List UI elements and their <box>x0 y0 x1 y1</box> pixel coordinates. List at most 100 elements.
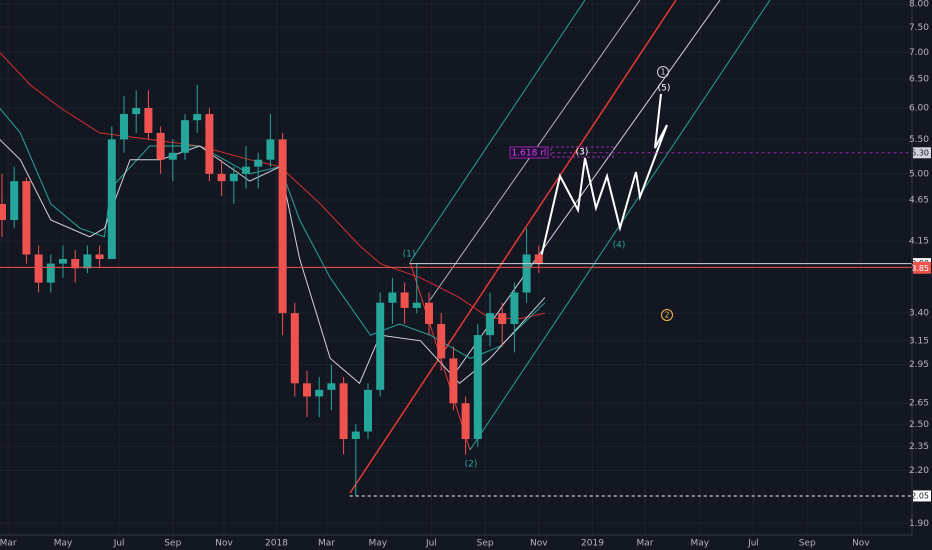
candle-body <box>217 173 226 182</box>
price-label: 5.30 <box>911 148 929 157</box>
moving-averages <box>0 51 546 385</box>
x-tick-label: May <box>691 539 710 549</box>
y-tick-label: 6.00 <box>909 103 929 113</box>
y-tick-label: 4.15 <box>909 237 929 247</box>
y-tick-label: 7.50 <box>909 23 929 33</box>
candle-body <box>95 254 104 260</box>
x-tick-label: Nov <box>215 539 233 549</box>
wave-label: (3) <box>576 148 589 158</box>
y-tick-label: 2.50 <box>909 420 929 430</box>
candle-body <box>498 313 507 324</box>
y-tick-label: 2.65 <box>909 399 929 409</box>
drawings <box>349 0 771 494</box>
moving-average <box>0 107 546 359</box>
candle-body <box>193 114 202 121</box>
candle-body <box>327 383 336 390</box>
price-label-box <box>913 262 931 274</box>
candle-body <box>522 254 531 293</box>
fib-label: 1.618 rl <box>512 149 547 159</box>
x-tick-label: May <box>368 539 387 549</box>
candles <box>0 84 543 496</box>
price-label-box <box>913 147 931 159</box>
y-tick-label: 1.90 <box>909 519 929 529</box>
y-tick-label: 5.50 <box>909 135 929 145</box>
wave-label: (5) <box>658 84 671 94</box>
x-tick-label: Mar <box>318 539 335 549</box>
candle-body <box>266 139 275 160</box>
candle-body <box>144 107 153 133</box>
candle-body <box>59 259 68 264</box>
candle-body <box>120 114 129 140</box>
wave-label: 1 <box>660 68 665 77</box>
wave-label: (2) <box>465 460 478 470</box>
price-label: 2.05 <box>911 491 929 500</box>
price-label: 3.85 <box>911 264 929 273</box>
candle-body <box>22 181 31 255</box>
candle-body <box>107 139 116 260</box>
pitchfork-median <box>349 0 677 494</box>
moving-average <box>0 139 546 385</box>
x-tick-label: May <box>54 539 73 549</box>
candle-body <box>156 132 165 160</box>
pitchfork-inner-lower <box>449 0 721 381</box>
candle-body <box>400 292 409 308</box>
y-tick-label: 3.40 <box>909 309 929 319</box>
candle-body <box>437 323 446 359</box>
wave-label: 2 <box>664 311 669 320</box>
candle-body <box>46 263 55 283</box>
x-tick-label: Sep <box>799 539 816 549</box>
wave-projection <box>539 93 668 263</box>
candle-body <box>351 431 360 440</box>
candle-body <box>229 173 238 182</box>
candle-body <box>132 107 141 115</box>
x-tick-label: Mar <box>636 539 653 549</box>
candle-body <box>71 259 80 269</box>
fib-target-box <box>550 146 614 158</box>
y-tick-label: 6.50 <box>909 75 929 85</box>
y-tick-label: 2.35 <box>909 442 929 452</box>
pitchfork-upper <box>409 0 586 263</box>
y-tick-label: 2.20 <box>909 466 929 476</box>
candle-body <box>473 335 482 440</box>
wave-label: (1) <box>403 250 416 260</box>
y-tick-label: 5.00 <box>909 169 929 179</box>
candle-body <box>534 254 543 264</box>
candle-body <box>339 383 348 440</box>
candle-body <box>364 389 373 432</box>
candle-body <box>486 313 495 336</box>
candle-body <box>315 389 324 397</box>
candle-body <box>254 159 263 167</box>
candle-body <box>425 302 434 324</box>
candle-body <box>168 152 177 160</box>
candle-body <box>0 203 7 221</box>
y-tick-label: 7.00 <box>909 48 929 58</box>
candle-body <box>510 292 519 324</box>
candle-body <box>449 358 458 404</box>
fib-label-box <box>509 146 549 159</box>
x-tick-label: Sep <box>164 539 181 549</box>
x-tick-label: Jul <box>113 539 125 549</box>
candle-body <box>10 181 19 221</box>
moving-average <box>0 51 546 319</box>
x-tick-label: 2018 <box>265 539 288 549</box>
wave-circle <box>657 66 669 78</box>
candle-body <box>83 254 92 269</box>
price-lines: 5.303.903.863.852.05 <box>0 147 931 502</box>
candle-body <box>461 403 470 440</box>
candle-body <box>278 139 287 314</box>
y-tick-label: 8.00 <box>909 0 929 10</box>
candle-body <box>376 302 385 390</box>
candle-body <box>412 302 421 308</box>
candle-body <box>242 166 251 174</box>
candle-body <box>181 120 190 153</box>
x-tick-label: Mar <box>0 539 17 549</box>
wave-circle <box>661 309 673 321</box>
candle-body <box>205 114 214 174</box>
x-tick-label: 2019 <box>581 539 604 549</box>
x-tick-label: Jul <box>425 539 437 549</box>
y-tick-label: 3.15 <box>909 336 929 346</box>
y-tick-label: 2.95 <box>909 360 929 370</box>
